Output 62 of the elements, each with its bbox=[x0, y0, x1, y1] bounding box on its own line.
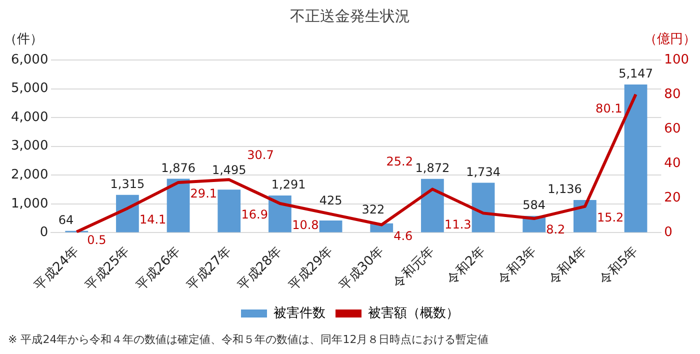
y-tick-label: 6,000 bbox=[11, 52, 48, 68]
data-label: 29.1 bbox=[190, 186, 218, 201]
x-tick-label: 令和元年 bbox=[390, 244, 438, 292]
data-label: 1,734 bbox=[466, 164, 500, 179]
x-tick-label: 令和4年 bbox=[546, 244, 590, 288]
data-label: 80.1 bbox=[596, 101, 622, 116]
bar bbox=[421, 178, 444, 232]
data-label: 16.9 bbox=[241, 208, 268, 222]
y-tick-label: 1,000 bbox=[11, 196, 48, 212]
data-label: 30.7 bbox=[247, 148, 274, 162]
y2-tick-label: 100 bbox=[664, 52, 690, 68]
x-tick-label: 平成27年 bbox=[184, 244, 234, 294]
data-label: 1,315 bbox=[110, 176, 145, 191]
x-tick-label: 平成29年 bbox=[286, 244, 336, 294]
data-label: 584 bbox=[522, 198, 546, 212]
data-label: 8.2 bbox=[546, 222, 566, 237]
bar bbox=[472, 182, 495, 232]
data-label: 4.6 bbox=[394, 228, 413, 243]
x-tick-label: 平成24年 bbox=[32, 244, 82, 294]
text: ※ 平成24年から令和４年の数値は確定値、令和５年の数値は、同年12月８日時点における暫定値 bbox=[8, 332, 490, 347]
y2-axis-title: （億円） bbox=[644, 32, 696, 47]
y-tick-label: 3,000 bbox=[11, 138, 48, 154]
x-tick-label: 令和2年 bbox=[444, 244, 488, 288]
data-label: 64 bbox=[58, 212, 74, 227]
y2-tick-label: 0 bbox=[664, 225, 672, 240]
data-label: 25.2 bbox=[386, 154, 413, 168]
chart-title: 不正送金発生状況 bbox=[290, 6, 410, 25]
x-tick-label: 平成30年 bbox=[336, 244, 387, 294]
legend-label: 被害件数 bbox=[274, 304, 326, 321]
data-label: 322 bbox=[362, 202, 385, 217]
data-label: 425 bbox=[319, 194, 342, 208]
x-tick-label: 令和5年 bbox=[596, 244, 641, 288]
bar bbox=[268, 196, 292, 232]
data-label: 1,136 bbox=[548, 182, 582, 196]
data-label: 1,872 bbox=[415, 160, 450, 175]
data-label: 11.3 bbox=[444, 217, 472, 232]
x-tick-label: 平成26年 bbox=[134, 244, 184, 294]
y2-tick-label: 40 bbox=[664, 156, 681, 171]
y2-tick-label: 20 bbox=[664, 190, 681, 206]
y-axis-title: （件） bbox=[4, 32, 43, 47]
y-tick-label: 0 bbox=[40, 225, 48, 240]
bar bbox=[116, 194, 139, 232]
bar bbox=[574, 200, 596, 232]
bar bbox=[218, 190, 241, 232]
data-label: 14.1 bbox=[139, 212, 166, 226]
y2-tick-label: 80 bbox=[664, 86, 681, 102]
bar bbox=[319, 220, 342, 232]
data-label: 1,876 bbox=[161, 160, 196, 175]
data-label: 1,291 bbox=[271, 178, 306, 192]
data-label: 1,495 bbox=[212, 162, 246, 177]
bar bbox=[624, 84, 648, 232]
x-tick-label: 平成28年 bbox=[235, 244, 286, 294]
legend-label: 被害額（概数） bbox=[368, 304, 459, 321]
y2-tick-label: 60 bbox=[664, 121, 681, 136]
y-tick-label: 5,000 bbox=[11, 81, 48, 96]
x-tick-label: 令和3年 bbox=[495, 244, 540, 288]
data-label: 15.2 bbox=[596, 210, 624, 225]
data-label: 10.8 bbox=[292, 218, 319, 232]
y-tick-label: 2,000 bbox=[11, 168, 48, 183]
bar bbox=[166, 178, 190, 232]
data-label: 5,147 bbox=[618, 66, 653, 81]
y-tick-label: 4,000 bbox=[11, 110, 48, 125]
